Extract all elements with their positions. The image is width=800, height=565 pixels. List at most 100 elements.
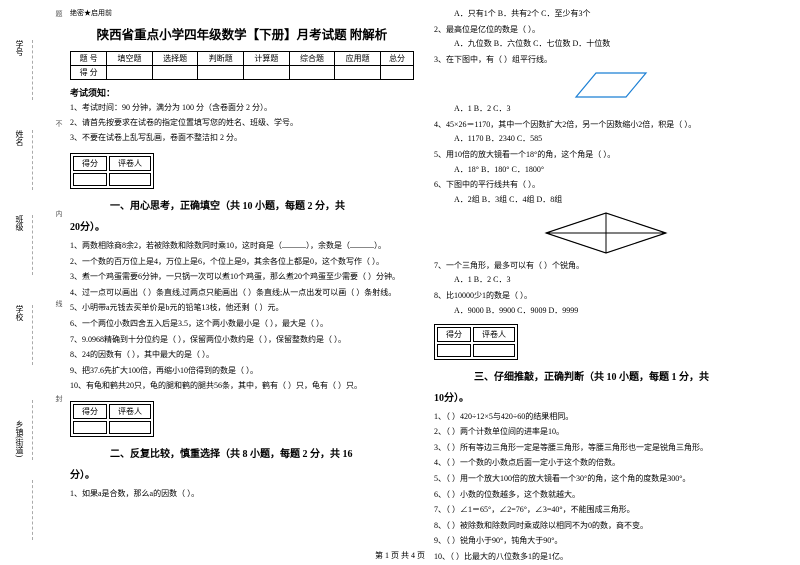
- q2-5: 5、用10倍的放大镜看一个18°的角，这个角是（ ）。: [434, 148, 778, 162]
- field-class: 班级: [14, 215, 25, 231]
- section-1-heading: 一、用心思考，正确填空（共 10 小题，每题 2 分，共: [110, 197, 414, 212]
- td: [289, 66, 335, 80]
- exam-title: 陕西省重点小学四年级数学【下册】月考试题 附解析: [70, 24, 414, 43]
- dotted-line: [32, 40, 33, 100]
- q1-1: 1、两数相除商8余2，若被除数和除数同时乘10，这时商是（），余数是（）。: [70, 239, 414, 253]
- q2-7: 7、一个三角形，最多可以有（ ）个锐角。: [434, 259, 778, 273]
- q1-8: 8、24的因数有（ ），其中最大的是（ ）。: [70, 348, 414, 362]
- th: 选择题: [152, 52, 198, 66]
- table-row: 题 号 填空题 选择题 判断题 计算题 综合题 应用题 总分: [71, 52, 414, 66]
- q2-1: 1、如果a是合数，那么a的因数（ ）。: [70, 487, 414, 501]
- q2-3-options: A．1 B．2 C．3: [454, 103, 778, 116]
- q1-3: 3、煮一个鸡蛋需要6分钟，一只锅一次可以煮10个鸡蛋，那么煮20个鸡蛋至少需要（…: [70, 270, 414, 284]
- field-town: 乡镇(街道): [14, 420, 25, 457]
- q1-7: 7、9.0968精确到十分位约是（ ），保留两位小数约是（ ），保留整数约是（ …: [70, 333, 414, 347]
- q2-2-options: A．九位数 B．六位数 C．七位数 D．十位数: [454, 38, 778, 51]
- score-table: 题 号 填空题 选择题 判断题 计算题 综合题 应用题 总分 得 分: [70, 51, 414, 80]
- td: [380, 66, 413, 80]
- q3-6: 6、（ ）小数的位数越多，这个数就越大。: [434, 488, 778, 502]
- side-char: 线: [54, 300, 64, 307]
- scorebox-a: 得分: [437, 327, 471, 342]
- section-3-heading: 三、仔细推敲，正确判断（共 10 小题，每题 1 分，共: [474, 368, 778, 383]
- q3-5: 5、（ ）用一个放大100倍的放大镜看一个30°的角，这个角的度数是300°。: [434, 472, 778, 486]
- q1-4: 4、过一点可以画出（ ）条直线,过两点只能画出（ ）条直线;从一点出发可以画（ …: [70, 286, 414, 300]
- side-char: 内: [54, 210, 64, 217]
- dotted-line: [32, 130, 33, 190]
- th: 总分: [380, 52, 413, 66]
- q1-9: 9、把37.6先扩大100倍，再缩小10倍得到的数是（ ）。: [70, 364, 414, 378]
- q2-5-options: A．18° B．180° C．1800°: [454, 164, 778, 177]
- scorebox-b: 评卷人: [109, 156, 151, 171]
- q2-8: 8、比10000少1的数是（ ）。: [434, 289, 778, 303]
- td: [437, 344, 471, 357]
- q2-3: 3、在下图中，有（ ）组平行线。: [434, 53, 778, 67]
- field-name: 姓名: [14, 130, 25, 146]
- q1-10: 10、有龟和鹤共20只，龟的腿和鹤的腿共56条，其中，鹤有（ ）只，龟有（ ）只…: [70, 379, 414, 393]
- td: [198, 66, 244, 80]
- q3-7: 7、（ ）∠1＝65°，∠2=76°，∠3=40°，不能围成三角形。: [434, 503, 778, 517]
- right-column: A．只有1个 B．共有2个 C．至少有3个 2、最高位是亿位的数是（ ）。 A．…: [424, 8, 788, 565]
- notice-block: 1、考试时间：90 分钟，满分为 100 分（含卷面分 2 分）。 2、请首先按…: [70, 102, 414, 144]
- q2-4: 4、45×26＝1170，其中一个因数扩大2倍，另一个因数缩小2倍，积是（ ）。: [434, 118, 778, 132]
- td: [152, 66, 198, 80]
- th: 题 号: [71, 52, 107, 66]
- td: [473, 344, 515, 357]
- section-3-heading-b: 10分）。: [434, 389, 778, 404]
- q1-5: 5、小明带a元钱去买单价是b元的铅笔13枝，他还剩（ ）元。: [70, 301, 414, 315]
- q3-1: 1、（ ）420÷12×5与420÷60的结果相同。: [434, 410, 778, 424]
- section-1-heading-b: 20分）。: [70, 218, 414, 233]
- scorebox: 得分评卷人: [70, 153, 154, 189]
- th: 应用题: [335, 52, 381, 66]
- scorebox-b: 评卷人: [473, 327, 515, 342]
- scorebox-b: 评卷人: [109, 404, 151, 419]
- th: 计算题: [244, 52, 290, 66]
- blank: [282, 240, 306, 248]
- parallelogram-diagram: [556, 69, 656, 101]
- dotted-line: [32, 215, 33, 275]
- side-char: 题: [54, 10, 64, 17]
- th: 判断题: [198, 52, 244, 66]
- td: 得 分: [71, 66, 107, 80]
- side-char: 封: [54, 395, 64, 402]
- th: 填空题: [107, 52, 153, 66]
- notice-line: 2、请首先按要求在试卷的指定位置填写您的姓名、班级、学号。: [70, 117, 414, 129]
- q2-8-options: A．9000 B．9900 C．9009 D．9999: [454, 305, 778, 318]
- field-student-id: 学号: [14, 40, 25, 56]
- content-area: 绝密★启用前 陕西省重点小学四年级数学【下册】月考试题 附解析 题 号 填空题 …: [56, 0, 800, 565]
- binding-sidebar: 题 学号 不 姓名 内 班级 线 学校 封 乡镇(街道): [0, 0, 56, 565]
- section-2-heading-b: 分）。: [70, 466, 414, 481]
- q2-1-options: A．只有1个 B．共有2个 C．至少有3个: [454, 8, 778, 21]
- td: [73, 173, 107, 186]
- td: [109, 173, 151, 186]
- q2-7-options: A．1 B．2 C．3: [454, 274, 778, 287]
- q1-2: 2、一个数的百万位上是4，万位上是6，个位上是9，其余各位上都是0，这个数写作（…: [70, 255, 414, 269]
- page: 题 学号 不 姓名 内 班级 线 学校 封 乡镇(街道) 绝密★启用前 陕西省重…: [0, 0, 800, 565]
- scorebox: 得分评卷人: [70, 401, 154, 437]
- page-footer: 第 1 页 共 4 页: [0, 550, 800, 561]
- left-column: 绝密★启用前 陕西省重点小学四年级数学【下册】月考试题 附解析 题 号 填空题 …: [60, 8, 424, 565]
- rhombus-net-diagram: [536, 209, 676, 257]
- q3-8: 8、（ ）被除数和除数同时乘或除以相同不为0的数，商不变。: [434, 519, 778, 533]
- q3-2: 2、（ ）两个计数单位间的进率是10。: [434, 425, 778, 439]
- scorebox-a: 得分: [73, 156, 107, 171]
- q2-4-options: A．1170 B．2340 C．585: [454, 133, 778, 146]
- q2-6-options: A．2组 B．3组 C．4组 D．8组: [454, 194, 778, 207]
- td: [335, 66, 381, 80]
- td: [107, 66, 153, 80]
- field-school: 学校: [14, 305, 25, 321]
- blank: [350, 240, 374, 248]
- q2-6: 6、下图中的平行线共有（ ）。: [434, 178, 778, 192]
- q3-9: 9、（ ）锐角小于90°，钝角大于90°。: [434, 534, 778, 548]
- table-row: 得 分: [71, 66, 414, 80]
- side-char: 不: [54, 120, 64, 127]
- td: [73, 421, 107, 434]
- q2-2: 2、最高位是亿位的数是（ ）。: [434, 23, 778, 37]
- td: [244, 66, 290, 80]
- section-2-heading: 二、反复比较，慎重选择（共 8 小题，每题 2 分，共 16: [110, 445, 414, 460]
- notice-heading: 考试须知：: [70, 86, 414, 99]
- dotted-line: [32, 480, 33, 540]
- th: 综合题: [289, 52, 335, 66]
- secret-label: 绝密★启用前: [70, 8, 414, 18]
- q1-6: 6、一个两位小数四舍五入后是3.5，这个两小数最小是（ ），最大是（ ）。: [70, 317, 414, 331]
- notice-line: 3、不要在试卷上乱写乱画，卷面不整洁扣 2 分。: [70, 132, 414, 144]
